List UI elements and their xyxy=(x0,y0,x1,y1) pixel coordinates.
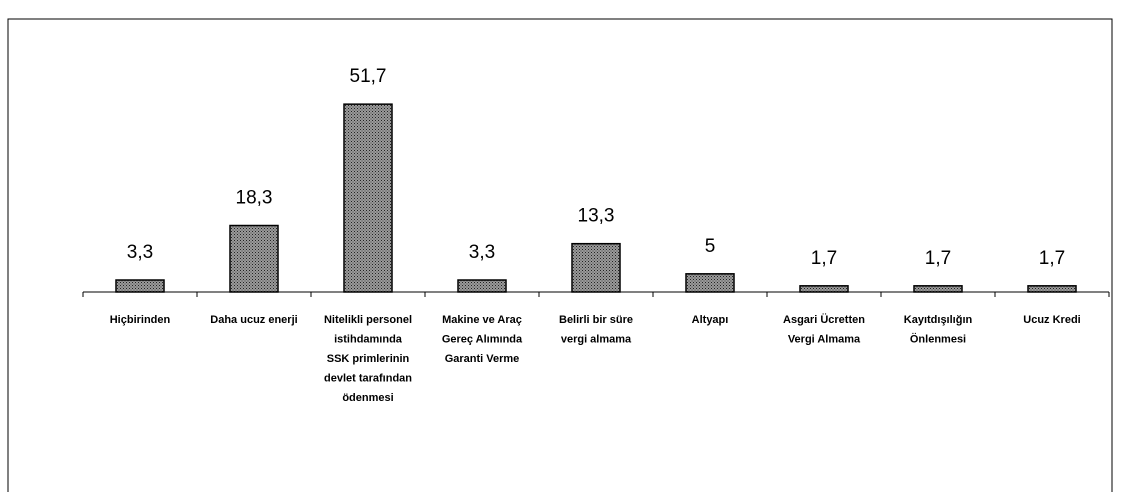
data-label: 3,3 xyxy=(469,242,495,263)
x-tick-label: Daha ucuz enerji xyxy=(210,314,297,326)
bar xyxy=(913,285,963,293)
x-tick-label: Önlenmesi xyxy=(910,332,966,345)
data-label: 1,7 xyxy=(1039,248,1065,269)
x-tick-label: istihdamında xyxy=(334,333,403,345)
x-tick-label: Belirli bir süre xyxy=(559,314,633,326)
x-tick-label: Asgari Ücretten xyxy=(783,313,865,326)
x-tick-label: Hiçbirinden xyxy=(110,314,171,326)
bar xyxy=(343,103,393,293)
x-tick-label: vergi almama xyxy=(561,333,632,345)
x-tick-label: ödenmesi xyxy=(342,392,393,404)
data-label: 3,3 xyxy=(127,242,153,263)
bar xyxy=(229,224,279,293)
bar xyxy=(115,279,165,293)
x-tick-label: Vergi Almama xyxy=(788,333,861,345)
x-tick-label: Garanti Verme xyxy=(445,353,520,365)
x-tick-label: Nitelikli personel xyxy=(324,314,412,326)
bar xyxy=(571,242,621,293)
data-label: 51,7 xyxy=(350,66,387,87)
x-tick-label: Ucuz Kredi xyxy=(1023,314,1080,326)
chart-frame xyxy=(7,18,1113,492)
data-label: 1,7 xyxy=(925,248,951,269)
bar xyxy=(1027,285,1077,293)
x-tick-label: Gereç Alımında xyxy=(442,333,523,345)
x-tick-label: Kayıtdışılığın xyxy=(904,314,973,326)
data-label: 13,3 xyxy=(578,206,615,227)
x-tick-label: Makine ve Araç xyxy=(442,314,522,326)
data-label: 18,3 xyxy=(236,188,273,209)
data-label: 5 xyxy=(705,236,716,257)
x-tick-label: devlet tarafından xyxy=(324,372,412,384)
bar xyxy=(799,285,849,293)
bar xyxy=(457,279,507,293)
data-label: 1,7 xyxy=(811,248,837,269)
bar xyxy=(685,273,735,293)
x-tick-label: Altyapı xyxy=(692,314,729,326)
x-tick-label: SSK primlerinin xyxy=(327,353,410,365)
